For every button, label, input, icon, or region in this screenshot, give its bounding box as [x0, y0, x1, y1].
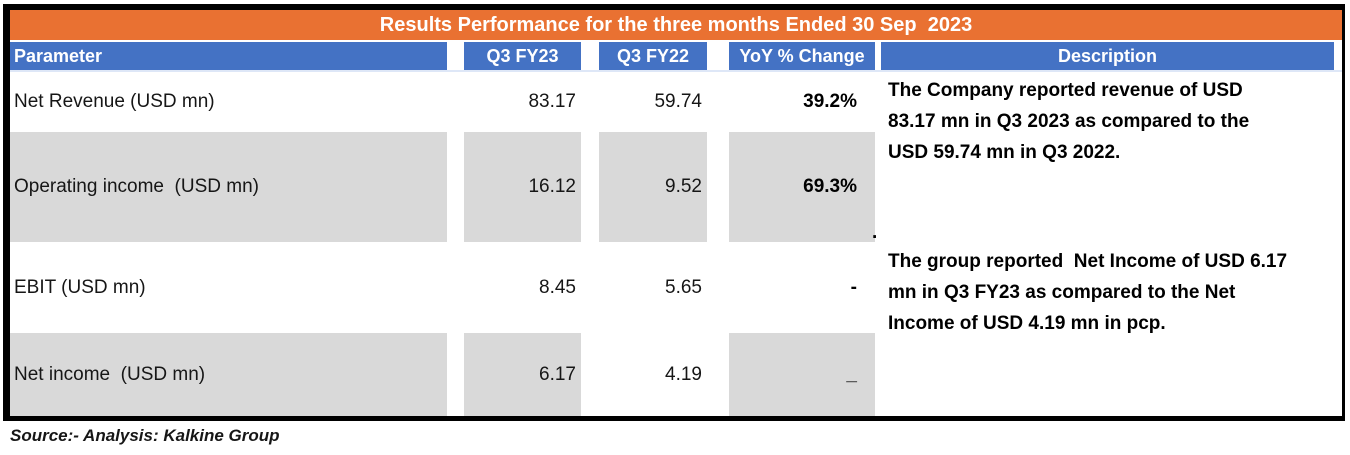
- column-divider: [707, 132, 729, 242]
- stray-period: .: [872, 222, 878, 243]
- column-divider: [447, 132, 464, 242]
- column-header-q3fy22: Q3 FY22: [599, 42, 707, 70]
- column-divider: [707, 242, 729, 333]
- column-divider: [447, 242, 464, 333]
- table-body: Net Revenue (USD mn) 83.17 59.74 39.2% O…: [10, 72, 1342, 416]
- q3fy22-value-cell: 59.74: [654, 91, 702, 112]
- q3fy23-value-cell: 83.17: [528, 91, 576, 112]
- table-row-net-revenue: Net Revenue (USD mn) 83.17 59.74 39.2%: [10, 72, 1342, 132]
- column-header-q3fy23: Q3 FY23: [464, 42, 581, 70]
- column-divider: [875, 42, 881, 70]
- q3fy23-value-cell: 16.12: [464, 132, 581, 242]
- q3fy22-value-cell: 9.52: [599, 132, 707, 242]
- yoy-change-cell: _: [729, 333, 875, 416]
- source-note: Source:- Analysis: Kalkine Group: [10, 426, 280, 445]
- description-revenue-text: The Company reported revenue of USD 83.1…: [888, 80, 1250, 163]
- parameter-cell: EBIT (USD mn): [14, 276, 146, 298]
- yoy-change-cell: 39.2%: [803, 91, 857, 112]
- title-header-divider: [10, 40, 1342, 42]
- parameter-cell: Operating income (USD mn): [10, 132, 447, 242]
- yoy-change-cell: 69.3%: [729, 132, 875, 242]
- column-divider: [447, 42, 464, 70]
- table-frame: Results Performance for the three months…: [3, 4, 1345, 421]
- column-divider: [581, 333, 599, 416]
- parameter-cell: Net income (USD mn): [10, 333, 447, 416]
- column-divider: [707, 42, 729, 70]
- column-divider: [581, 72, 599, 132]
- table-row-operating-income: Operating income (USD mn) 16.12 9.52 69.…: [10, 132, 1342, 242]
- column-divider: [447, 72, 464, 132]
- column-divider: [581, 132, 599, 242]
- column-divider: [707, 333, 729, 416]
- q3fy23-value-cell: 6.17: [464, 333, 581, 416]
- table-row-ebit: EBIT (USD mn) 8.45 5.65 -: [10, 242, 1342, 333]
- column-header-parameter: Parameter: [10, 42, 447, 70]
- parameter-cell: Net Revenue (USD mn): [14, 91, 215, 112]
- description-net-income-text: The group reported Net Income of USD 6.1…: [888, 251, 1288, 334]
- column-divider: [707, 72, 729, 132]
- column-divider: [581, 242, 599, 333]
- q3fy23-value-cell: 8.45: [539, 276, 576, 298]
- column-header-yoy-change: YoY % Change: [729, 42, 875, 70]
- q3fy22-value-cell: 4.19: [665, 363, 702, 385]
- table-header-row: Parameter Q3 FY23 Q3 FY22 YoY % Change D…: [10, 42, 1342, 72]
- yoy-change-cell: -: [850, 276, 857, 298]
- table-title: Results Performance for the three months…: [379, 13, 973, 36]
- column-divider: [581, 42, 599, 70]
- column-divider: [447, 333, 464, 416]
- q3fy22-value-cell: 5.65: [665, 276, 702, 298]
- column-header-description: Description: [881, 42, 1334, 70]
- table-row-net-income: Net income (USD mn) 6.17 4.19 _: [10, 333, 1342, 416]
- table-title-bar: Results Performance for the three months…: [10, 10, 1342, 40]
- description-column: The Company reported revenue of USD 83.1…: [872, 72, 1337, 416]
